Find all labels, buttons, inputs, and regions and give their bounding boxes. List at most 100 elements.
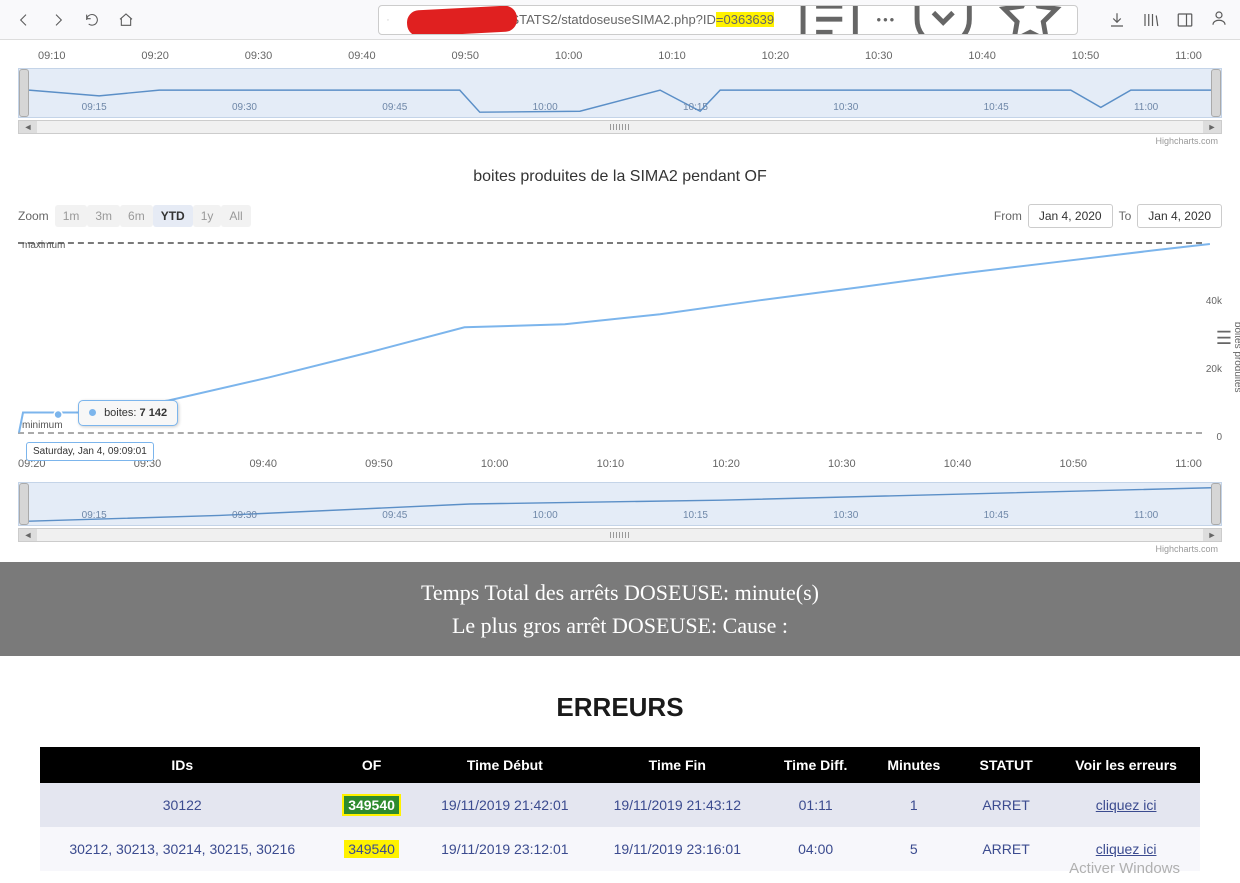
- col-header: OF: [324, 747, 418, 783]
- zoom-ytd-button[interactable]: YTD: [153, 205, 193, 227]
- tick-label: 10:30: [833, 102, 858, 113]
- tick-label: 11:00: [1134, 102, 1158, 113]
- banner-line1: Temps Total des arrêts DOSEUSE: minute(s…: [10, 576, 1230, 609]
- zoom-1m-button[interactable]: 1m: [55, 205, 88, 227]
- col-header: STATUT: [960, 747, 1052, 783]
- tick-label: 10:20: [712, 458, 740, 470]
- chart2-credit: Highcharts.com: [18, 544, 1222, 554]
- scroll-right-icon[interactable]: ►: [1203, 121, 1221, 133]
- sidebar-icon[interactable]: [1176, 11, 1194, 29]
- bookmark-star-icon[interactable]: [991, 5, 1069, 35]
- cell-time-diff: 04:00: [764, 827, 868, 871]
- zoom-all-button[interactable]: All: [221, 205, 250, 227]
- tick-label: 11:00: [1134, 510, 1158, 521]
- tick-label: 10:00: [533, 510, 558, 521]
- tick-label: 09:45: [382, 510, 407, 521]
- tick-label: 09:50: [365, 458, 393, 470]
- reload-button[interactable]: [80, 8, 104, 32]
- tick-label: 10:30: [865, 50, 893, 62]
- tick-label: 11:00: [1175, 458, 1202, 470]
- tick-label: 09:30: [232, 102, 257, 113]
- library-icon[interactable]: [1142, 11, 1160, 29]
- tick-label: 09:40: [249, 458, 277, 470]
- col-header: Time Fin: [591, 747, 763, 783]
- tick-label: 10:30: [828, 458, 856, 470]
- tick-label: 09:30: [232, 510, 257, 521]
- tooltip-dot-icon: [89, 409, 96, 416]
- chart2-navigator[interactable]: 09:1509:3009:4510:0010:1510:3010:4511:00: [18, 482, 1222, 526]
- tick-label: 09:50: [452, 50, 480, 62]
- summary-banner: Temps Total des arrêts DOSEUSE: minute(s…: [0, 562, 1240, 656]
- cell-of: 349540: [324, 783, 418, 827]
- scroll-left-icon[interactable]: ◄: [19, 121, 37, 133]
- tick-label: 09:30: [245, 50, 273, 62]
- errors-title: ERREURS: [0, 692, 1240, 723]
- scroll2-right-icon[interactable]: ►: [1203, 529, 1221, 541]
- col-header: Time Diff.: [764, 747, 868, 783]
- tick-label: 09:10: [38, 50, 66, 62]
- view-errors-link[interactable]: cliquez ici: [1096, 797, 1157, 813]
- forward-button[interactable]: [46, 8, 70, 32]
- profile-icon[interactable]: [1210, 9, 1228, 27]
- tick-label: 10:15: [683, 510, 708, 521]
- tick-label: 09:15: [82, 102, 107, 113]
- tooltip: boites: 7 142: [78, 400, 178, 426]
- tick-label: 10:00: [533, 102, 558, 113]
- line-chart-svg: [18, 242, 1222, 443]
- zoom-1y-button[interactable]: 1y: [193, 205, 222, 227]
- cell-status: ARRET: [960, 827, 1052, 871]
- tick-label: 10:10: [658, 50, 686, 62]
- cell-minutes: 1: [868, 783, 960, 827]
- cell-time-end: 19/11/2019 21:43:12: [591, 783, 763, 827]
- tooltip-value: 7 142: [140, 407, 168, 419]
- back-button[interactable]: [12, 8, 36, 32]
- tick-label: 10:30: [833, 510, 858, 521]
- tick-label: 10:10: [597, 458, 625, 470]
- table-row: 3012234954019/11/2019 21:42:0119/11/2019…: [40, 783, 1200, 827]
- cell-time-end: 19/11/2019 23:16:01: [591, 827, 763, 871]
- view-errors-link[interactable]: cliquez ici: [1096, 841, 1157, 857]
- tick-label: 10:40: [968, 50, 996, 62]
- more-icon[interactable]: •••: [877, 12, 897, 27]
- cell-status: ARRET: [960, 783, 1052, 827]
- to-label: To: [1119, 209, 1132, 223]
- scroll-grip[interactable]: [610, 124, 630, 130]
- scroll2-left-icon[interactable]: ◄: [19, 529, 37, 541]
- tick-label: 10:00: [481, 458, 509, 470]
- chart1-navigator[interactable]: 09:1509:3009:4510:0010:1510:3010:4511:00: [18, 68, 1222, 118]
- shield-icon: [387, 12, 389, 28]
- zoom-3m-button[interactable]: 3m: [87, 205, 120, 227]
- reader-icon[interactable]: [790, 5, 868, 35]
- tick-label: 10:50: [1059, 458, 1087, 470]
- tick-label: 10:45: [984, 102, 1009, 113]
- browser-toolbar: /STATS2/statdoseuseSIMA2.php?ID=0363639 …: [0, 0, 1240, 40]
- chart2-scrollbar[interactable]: ◄ ►: [18, 528, 1222, 542]
- col-header: IDs: [40, 747, 324, 783]
- url-bar[interactable]: /STATS2/statdoseuseSIMA2.php?ID=0363639 …: [378, 5, 1078, 35]
- tick-label: 10:15: [683, 102, 708, 113]
- tooltip-datelabel: Saturday, Jan 4, 09:09:01: [26, 442, 154, 461]
- cell-time-start: 19/11/2019 23:12:01: [419, 827, 591, 871]
- pocket-icon[interactable]: [904, 5, 982, 35]
- tick-label: 09:40: [348, 50, 376, 62]
- tick-label: 11:00: [1175, 50, 1202, 62]
- chart1-block: 09:1009:2009:3009:4009:5010:0010:1010:20…: [0, 40, 1240, 148]
- plot-area[interactable]: maximum minimum boites produites 020k40k…: [18, 242, 1222, 452]
- cell-ids: 30122: [40, 783, 324, 827]
- home-button[interactable]: [114, 8, 138, 32]
- tooltip-series: boites:: [104, 407, 136, 419]
- tick-label: 10:20: [762, 50, 790, 62]
- zoom-6m-button[interactable]: 6m: [120, 205, 153, 227]
- chart1-scrollbar[interactable]: ◄ ►: [18, 120, 1222, 134]
- to-date-input[interactable]: Jan 4, 2020: [1137, 204, 1222, 228]
- from-date-input[interactable]: Jan 4, 2020: [1028, 204, 1113, 228]
- chart2-block: boites produites de la SIMA2 pendant OF …: [0, 168, 1240, 556]
- cell-time-diff: 01:11: [764, 783, 868, 827]
- scroll2-grip[interactable]: [610, 532, 630, 538]
- cell-link[interactable]: cliquez ici: [1052, 783, 1200, 827]
- chart-title: boites produites de la SIMA2 pendant OF: [0, 168, 1240, 186]
- tick-label: 09:15: [82, 510, 107, 521]
- col-header: Voir les erreurs: [1052, 747, 1200, 783]
- zoom-controls: Zoom 1m3m6mYTD1yAll From Jan 4, 2020 To …: [0, 204, 1240, 228]
- download-icon[interactable]: [1108, 11, 1126, 29]
